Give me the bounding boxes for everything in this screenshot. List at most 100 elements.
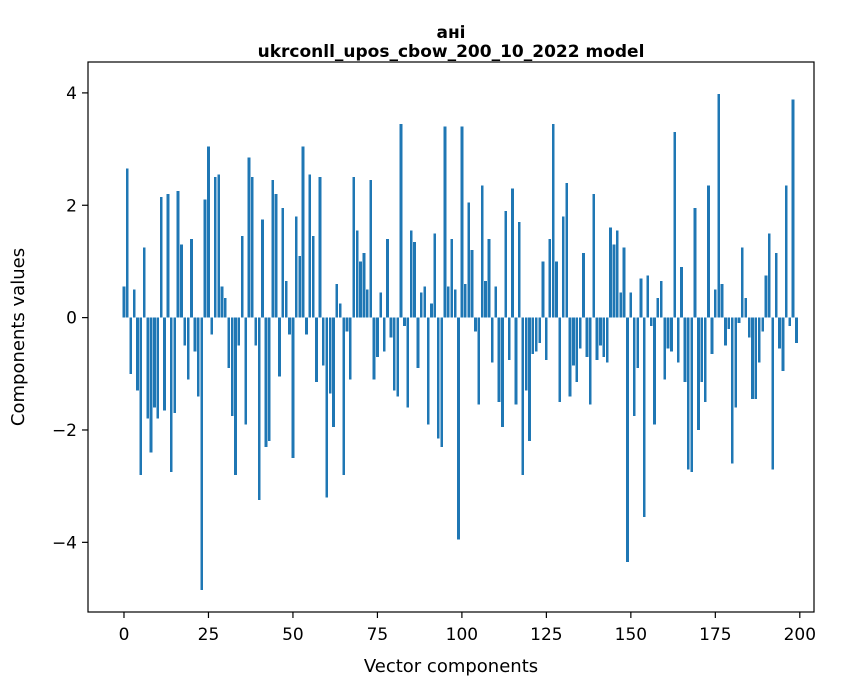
bar	[153, 317, 156, 408]
bar	[629, 292, 633, 318]
bar	[636, 317, 639, 369]
x-tick-label: 100	[446, 625, 478, 645]
x-tick-label: 150	[615, 625, 647, 645]
bar	[575, 317, 579, 383]
bar	[521, 317, 525, 475]
bar	[511, 188, 514, 318]
bar	[568, 317, 572, 397]
bar	[315, 317, 318, 383]
chart-subtitle: ukrconll_upos_cbow_200_10_2022 model	[258, 42, 645, 62]
bar	[531, 317, 535, 355]
bar	[278, 317, 281, 377]
bar	[771, 317, 775, 470]
bar	[251, 177, 254, 318]
bar	[264, 317, 268, 447]
bar	[663, 317, 666, 380]
bar	[193, 317, 197, 352]
bar	[163, 317, 166, 411]
bar	[734, 317, 737, 408]
bar	[129, 317, 133, 374]
x-tick-label: 50	[282, 625, 304, 645]
bar	[234, 317, 237, 475]
bar	[426, 317, 430, 425]
bar	[338, 303, 342, 318]
bar	[561, 216, 565, 318]
bar	[619, 292, 623, 318]
x-axis-label: Vector components	[364, 656, 538, 677]
bar	[666, 317, 670, 349]
bar	[318, 177, 322, 318]
bar	[142, 247, 146, 318]
bar	[159, 196, 163, 318]
bar	[764, 275, 768, 318]
bar	[572, 317, 575, 366]
bar	[538, 317, 541, 343]
bar	[588, 317, 592, 405]
bar	[146, 317, 149, 419]
bar	[707, 185, 710, 318]
bar	[332, 317, 335, 428]
bar	[680, 267, 683, 318]
bar	[420, 292, 423, 318]
bar	[700, 317, 704, 383]
bar	[460, 126, 464, 318]
bar	[653, 317, 656, 425]
bar	[447, 286, 450, 318]
bar	[487, 238, 491, 318]
bar	[436, 317, 440, 439]
x-tick-label: 0	[119, 625, 130, 645]
bar	[169, 317, 173, 473]
bar	[582, 253, 585, 318]
bar	[551, 123, 555, 318]
bar	[693, 208, 697, 318]
bar	[467, 202, 470, 318]
bar	[501, 317, 504, 428]
bar	[308, 174, 312, 318]
bar	[409, 230, 413, 318]
bar	[301, 146, 305, 318]
bar	[322, 317, 325, 366]
bar	[477, 317, 481, 405]
bar	[298, 255, 302, 318]
bar	[261, 219, 264, 318]
bar	[328, 317, 332, 394]
bar	[376, 317, 379, 357]
bar	[267, 317, 271, 442]
bar	[156, 317, 160, 419]
bar	[670, 317, 673, 352]
bar	[359, 261, 362, 318]
bar	[382, 317, 386, 352]
bar	[227, 317, 231, 369]
bar	[490, 317, 494, 363]
bar	[751, 317, 754, 400]
bar	[585, 317, 589, 357]
bar	[720, 283, 724, 318]
bar	[717, 94, 721, 318]
bar	[713, 289, 717, 318]
bar	[480, 185, 484, 318]
bar	[291, 317, 295, 459]
bar	[524, 317, 528, 391]
plot-border	[87, 61, 815, 613]
y-axis-label: Components values	[8, 248, 29, 426]
bar	[173, 317, 177, 414]
bar	[416, 317, 420, 369]
bar	[474, 317, 477, 332]
bar	[196, 317, 200, 397]
bar	[683, 317, 687, 383]
bar	[494, 286, 498, 318]
bar	[190, 238, 193, 318]
bar	[386, 238, 389, 318]
bar	[355, 230, 359, 318]
bar	[646, 275, 650, 318]
bar	[254, 317, 258, 346]
bar	[352, 177, 356, 318]
bar	[430, 303, 433, 318]
bar	[754, 317, 758, 400]
bar	[578, 317, 582, 349]
bar	[703, 317, 707, 402]
bar	[399, 123, 403, 318]
bar	[778, 317, 781, 349]
bar	[136, 317, 139, 391]
